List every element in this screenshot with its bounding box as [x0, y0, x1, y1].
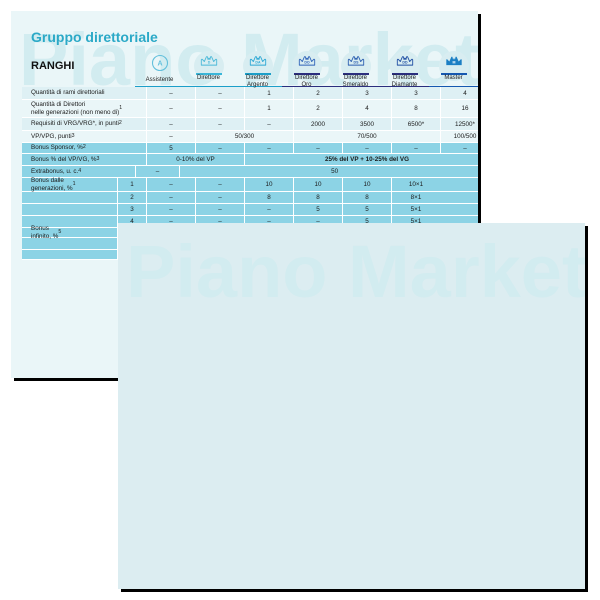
svg-text:M: M — [452, 60, 455, 64]
svg-text:DD: DD — [402, 60, 408, 64]
svg-text:D: D — [207, 60, 210, 64]
svg-text:DS: DS — [353, 60, 359, 64]
svg-text:A: A — [157, 61, 162, 68]
svg-text:DO: DO — [304, 60, 310, 64]
svg-text:DA: DA — [255, 60, 261, 64]
